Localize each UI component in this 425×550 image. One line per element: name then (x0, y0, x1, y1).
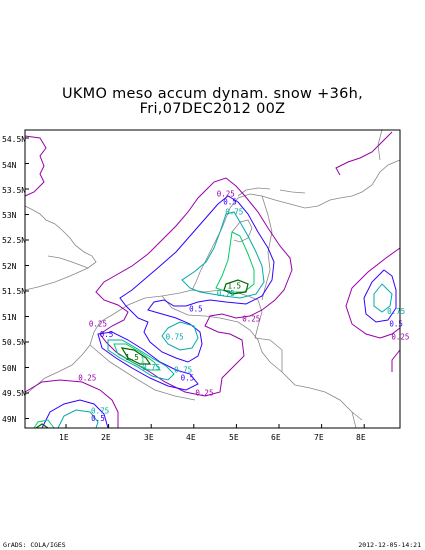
netherlands-germany-border (261, 195, 273, 301)
contour-075-channel (107, 339, 175, 381)
england-coastline (24, 205, 97, 291)
lon-label-7E: 7E (314, 433, 324, 442)
contour-label: 0.75 (174, 366, 192, 375)
contour-1-low-countries (215, 231, 255, 293)
contour-025-low-countries (95, 177, 293, 397)
contour-label: 0.75 (225, 208, 243, 217)
contour-1-south (33, 419, 55, 429)
contour-025-east-blob (345, 247, 401, 339)
contour-15-channel (120, 347, 152, 365)
contour-label: 0.25 (195, 389, 213, 398)
lon-label-6E: 6E (271, 433, 281, 442)
thames-estuary (47, 255, 89, 269)
contour-025-channel (24, 379, 119, 429)
german-coastline (339, 159, 401, 199)
lon-label-5E: 5E (229, 433, 239, 442)
contour-075-low-countries (181, 211, 265, 299)
contours-075 (57, 211, 393, 429)
footer-timestamp: 2012-12-05-14:21 (358, 541, 421, 549)
lon-label-4E: 4E (186, 433, 196, 442)
contour-label: 0.5 (181, 373, 195, 382)
contours-05 (41, 195, 397, 429)
contour-075-south (57, 409, 99, 429)
contours-15 (35, 279, 249, 429)
contour-05-low-countries (119, 195, 275, 363)
contour-labels: 0.250.50.751.50.750.50.250.750.250.51.5 1… (78, 190, 409, 423)
lat-label-50.5N: 50.5N (2, 338, 27, 347)
coastlines (24, 129, 401, 429)
contour-label: 0.5 (189, 304, 203, 313)
map-title-line2: Fri,07DEC2012 00Z (139, 101, 286, 117)
lat-label-53.5N: 53.5N (2, 186, 27, 195)
contour-label: 0.75 (217, 289, 235, 298)
lat-label-49.5N: 49.5N (2, 389, 27, 398)
contour-label: 0.25 (89, 320, 107, 329)
contour-05-east (363, 269, 397, 323)
contour-label: 1 (140, 355, 145, 364)
lat-label-51.5N: 51.5N (2, 287, 27, 296)
contour-label: 0.75 (91, 406, 109, 415)
lat-label-54.5N: 54.5N (2, 135, 27, 144)
contour-05-channel-band (97, 331, 199, 391)
contour-15-low-countries (223, 279, 249, 295)
contour-label: 0.75 (142, 363, 160, 372)
contour-025-top-east (335, 131, 393, 176)
denmark-coast (377, 129, 383, 161)
map-frame (24, 129, 401, 429)
france-germany-border (351, 411, 357, 429)
lat-label-50N: 50N (2, 364, 17, 373)
lat-label-53N: 53N (2, 211, 17, 220)
seine-river (89, 344, 196, 401)
contours-1 (33, 231, 255, 429)
contours-025 (24, 131, 401, 429)
lat-label-49N: 49N (2, 415, 17, 424)
lat-label-51N: 51N (2, 313, 17, 322)
contour-label: 0.5 (389, 320, 403, 329)
contour-075-central (161, 321, 199, 351)
contour-025-north-coast (24, 135, 47, 197)
lat-label-52.5N: 52.5N (2, 236, 27, 245)
contour-label: 0.5 (100, 330, 114, 339)
lat-label-54N: 54N (2, 161, 17, 170)
contour-label: 0.5 (223, 197, 237, 206)
contour-05-south (41, 399, 109, 429)
belgium-france-border (161, 295, 283, 373)
lon-label-2E: 2E (101, 433, 111, 442)
contour-label: 0.25 (78, 373, 96, 382)
lon-label-1E: 1E (59, 433, 69, 442)
footer-credit: GrADS: COLA/IGES (3, 541, 66, 549)
contour-15-south (35, 423, 49, 429)
lon-label-8E: 8E (356, 433, 366, 442)
contour-label: 0.25 (217, 190, 235, 199)
contour-1-channel (113, 343, 161, 371)
contour-025-east-edge (391, 349, 401, 372)
contour-label: 0.5 (91, 414, 105, 423)
germany-luxembourg-border (254, 337, 363, 421)
axis-ticks (25, 137, 365, 428)
lat-label-52N: 52N (2, 262, 17, 271)
contour-label: 1.5 (227, 281, 241, 290)
contour-label: 1.5 (125, 353, 139, 362)
contour-label: 0.25 (242, 315, 260, 324)
map-title-line1: UKMO meso accum dynam. snow +36h, (61, 86, 364, 102)
contour-label: 0.75 (166, 332, 184, 341)
contour-label: 0.75 (387, 307, 405, 316)
contour-075-east (373, 283, 393, 313)
lon-label-3E: 3E (144, 433, 154, 442)
